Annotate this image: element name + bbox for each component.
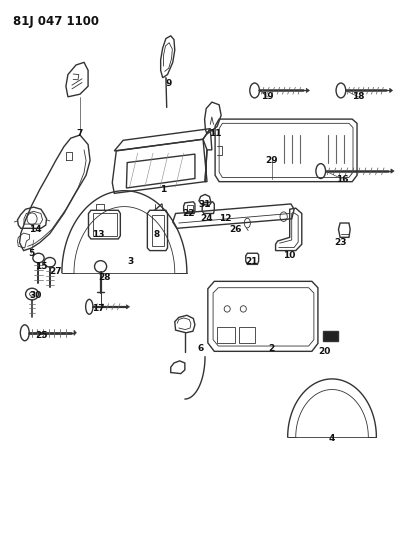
Text: 5: 5: [28, 249, 35, 258]
Text: 20: 20: [317, 347, 329, 356]
Text: 16: 16: [335, 174, 347, 183]
Text: 3: 3: [127, 257, 133, 265]
Text: 22: 22: [182, 209, 195, 218]
Text: 6: 6: [197, 344, 204, 353]
Text: 27: 27: [49, 268, 62, 276]
Text: 26: 26: [228, 225, 241, 234]
Ellipse shape: [94, 261, 107, 272]
Text: 29: 29: [264, 156, 277, 165]
Text: 81J 047 1100: 81J 047 1100: [13, 14, 99, 28]
Text: 7: 7: [77, 130, 83, 139]
Polygon shape: [74, 330, 76, 335]
Text: 11: 11: [208, 130, 221, 139]
Polygon shape: [305, 88, 309, 93]
Text: 31: 31: [198, 200, 211, 209]
Polygon shape: [389, 88, 392, 93]
Text: 14: 14: [29, 225, 42, 234]
Text: 1: 1: [159, 185, 165, 194]
Text: 15: 15: [35, 262, 48, 271]
Ellipse shape: [44, 257, 55, 267]
Text: 18: 18: [351, 92, 364, 101]
Text: 9: 9: [165, 79, 171, 88]
Text: 13: 13: [92, 230, 104, 239]
Text: 2: 2: [268, 344, 274, 353]
Text: 24: 24: [200, 214, 213, 223]
Text: 19: 19: [260, 92, 273, 101]
Text: 4: 4: [328, 434, 335, 443]
Text: 10: 10: [283, 252, 295, 261]
Text: 30: 30: [30, 291, 42, 300]
Polygon shape: [126, 305, 129, 309]
Text: 8: 8: [153, 230, 159, 239]
Text: 23: 23: [333, 238, 345, 247]
Bar: [322, 331, 338, 341]
Ellipse shape: [33, 253, 44, 263]
Text: 21: 21: [245, 257, 257, 265]
Text: 25: 25: [35, 331, 48, 340]
Text: 28: 28: [98, 272, 110, 281]
Ellipse shape: [26, 288, 38, 300]
Polygon shape: [390, 169, 393, 173]
Text: 17: 17: [92, 304, 104, 313]
Text: 12: 12: [218, 214, 231, 223]
